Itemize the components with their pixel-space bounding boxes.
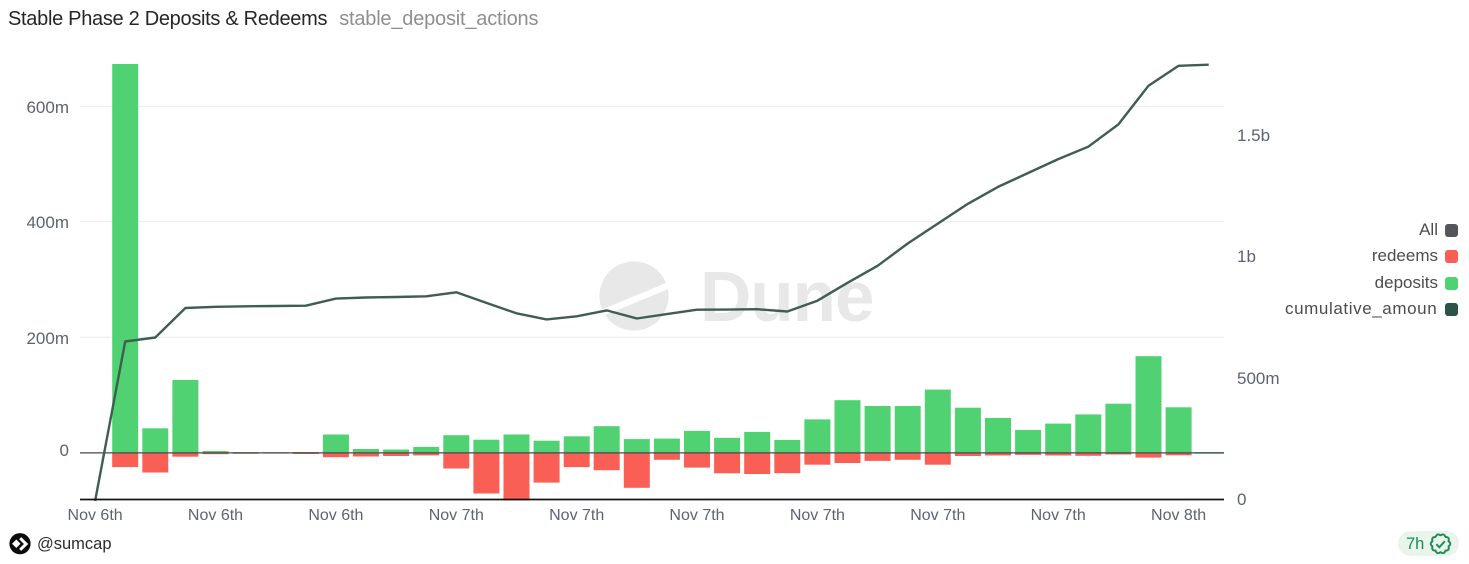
svg-text:Dune: Dune	[700, 258, 874, 337]
